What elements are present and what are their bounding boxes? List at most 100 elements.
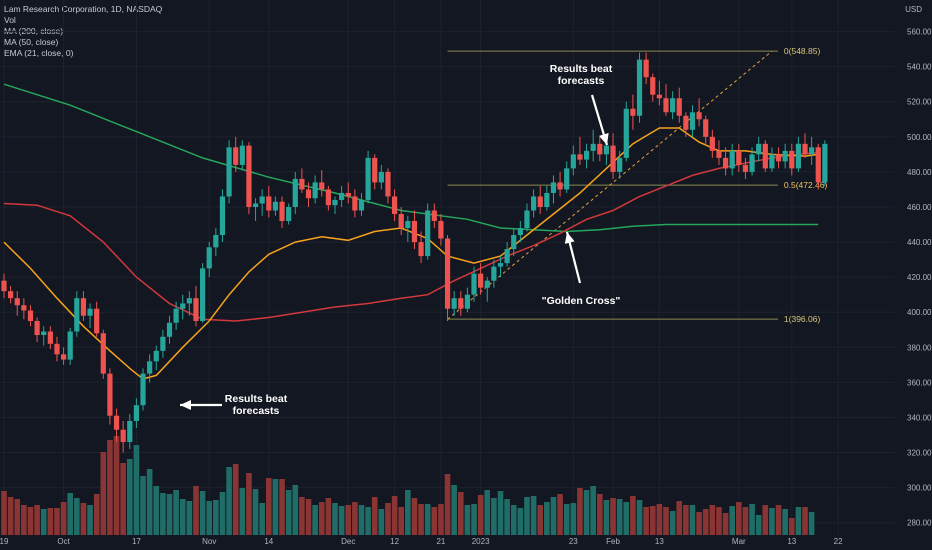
candle-body (458, 298, 464, 309)
volume-bar (497, 491, 504, 535)
candle-body (809, 147, 815, 155)
fib-level-label: 0(548.85) (784, 46, 821, 56)
volume-bar (656, 504, 663, 535)
volume-bar (332, 503, 338, 535)
volume-bar (173, 490, 179, 535)
candle-body (696, 112, 702, 120)
candle-body (153, 350, 159, 362)
volume-bar (21, 505, 27, 535)
candle-body (769, 154, 775, 169)
time-tick-label: 19 (0, 537, 9, 546)
volume-bar (484, 490, 491, 535)
candle-body (372, 157, 378, 183)
time-tick-label: Oct (57, 537, 70, 546)
price-tick-label: 460.00 (907, 203, 932, 212)
price-tick-label: 380.00 (907, 343, 932, 352)
volume-bar (709, 505, 716, 535)
volume-bar (775, 505, 782, 535)
volume-bar (636, 500, 643, 535)
volume-bar (272, 479, 279, 535)
candle-body (100, 333, 106, 374)
candle-body (391, 196, 398, 214)
volume-bar (464, 505, 471, 535)
candle-body (398, 214, 404, 229)
candle-body (782, 150, 788, 162)
candle-body (464, 294, 470, 309)
candle-body (213, 235, 219, 248)
time-tick-label: 21 (436, 537, 445, 546)
volume-bar (285, 490, 292, 535)
time-tick-label: Dec (341, 537, 355, 546)
candle-body (1, 280, 7, 292)
time-tick-label: 23 (569, 537, 578, 546)
price-tick-label: 280.00 (907, 519, 932, 528)
annotation-golden-cross: "Golden Cross" (542, 295, 621, 307)
volume-bar (213, 500, 219, 535)
candle-body (425, 210, 431, 257)
volume-bar (398, 507, 404, 535)
candle-body (729, 150, 735, 169)
volume-bar (544, 502, 550, 535)
trend-line (447, 50, 773, 320)
volume-bar (663, 507, 669, 535)
volume-bar (67, 493, 73, 535)
candle-body (41, 331, 47, 336)
volume-bar (54, 508, 60, 535)
candle-body (689, 112, 696, 130)
volume-bar (802, 507, 808, 535)
candle-body (789, 150, 795, 169)
volume-bar (583, 490, 590, 535)
legend-ma200: MA (200, close) (4, 26, 64, 36)
candle-body (180, 303, 186, 309)
candle-body (259, 196, 265, 204)
volume-bar (133, 445, 140, 535)
volume-bar (782, 509, 788, 535)
volume-bar (755, 515, 762, 535)
candle-body (775, 154, 782, 162)
volume-bar (345, 505, 352, 535)
candle-body (60, 354, 67, 360)
candle-body (54, 343, 60, 355)
volume-bar (431, 507, 438, 535)
candle-body (219, 196, 226, 236)
candle-body (113, 415, 120, 430)
candle-body (173, 308, 179, 323)
candle-body (34, 321, 40, 336)
candle-body (332, 199, 338, 206)
time-tick-label: 22 (834, 537, 843, 546)
candle-body (286, 206, 292, 222)
volume-bar (179, 499, 186, 535)
candle-body (200, 268, 206, 321)
candle-body (80, 298, 87, 316)
candle-body (325, 189, 331, 206)
candle-body (802, 143, 808, 155)
volume-bar (7, 497, 14, 535)
candle-body (709, 136, 715, 151)
candle-body (742, 164, 749, 172)
volume-bar (325, 498, 332, 535)
volume-bar (438, 504, 444, 535)
candle-body (266, 196, 272, 211)
candle-body (186, 298, 192, 304)
price-tick-label: 340.00 (907, 413, 932, 422)
annotation-results-beat-jan: Results beat forecasts (550, 63, 613, 87)
price-tick-label: 400.00 (907, 308, 932, 317)
time-tick-label: 17 (132, 537, 141, 546)
legend-vol: Vol (4, 15, 16, 25)
candle-body (239, 145, 245, 165)
time-tick-label: Feb (606, 537, 620, 546)
time-tick-label: 13 (787, 537, 796, 546)
price-tick-label: 420.00 (907, 273, 932, 282)
volume-bar (749, 504, 755, 535)
candle-body (246, 145, 252, 207)
volume-bar (577, 488, 583, 535)
candle-body (305, 189, 312, 199)
candle-body (795, 143, 801, 169)
volume-bar (649, 506, 656, 535)
candle-body (511, 235, 517, 250)
candle-body (650, 77, 656, 95)
volume-bar (226, 467, 232, 535)
candle-body (299, 178, 305, 190)
candle-body (722, 157, 729, 169)
